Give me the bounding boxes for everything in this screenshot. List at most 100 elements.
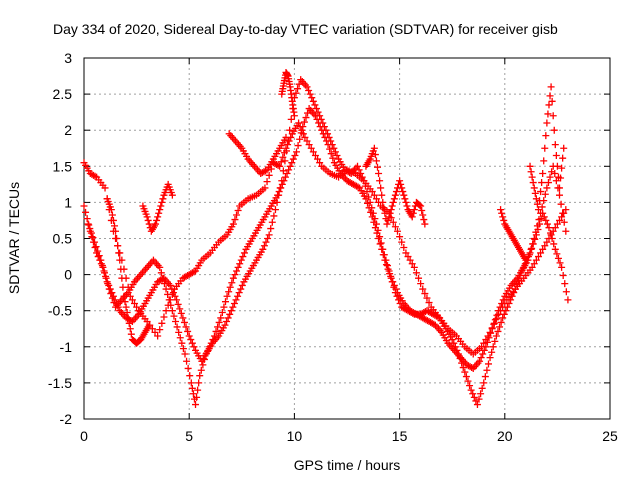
data-point <box>543 220 551 228</box>
data-point <box>84 220 92 228</box>
data-point <box>398 184 406 192</box>
data-point <box>496 303 504 311</box>
data-point <box>283 170 291 178</box>
data-point <box>392 285 400 293</box>
data-point <box>322 137 330 145</box>
data-point <box>168 285 176 293</box>
data-point <box>305 86 313 94</box>
data-point <box>302 114 310 122</box>
data-point <box>505 299 513 307</box>
data-point <box>179 314 187 322</box>
data-point <box>311 151 319 159</box>
data-point <box>154 332 162 340</box>
data-point <box>396 233 404 241</box>
data-point <box>199 361 207 369</box>
data-point <box>477 390 485 398</box>
data-point <box>530 260 538 268</box>
data-point <box>481 373 489 381</box>
data-point <box>486 354 494 362</box>
data-point <box>499 296 507 304</box>
data-point <box>154 213 162 221</box>
data-point <box>234 292 242 300</box>
data-point <box>329 154 337 162</box>
y-tick-label: 2.5 <box>53 86 73 102</box>
data-point <box>385 213 393 221</box>
data-point <box>364 199 372 207</box>
data-point <box>170 312 178 320</box>
data-point <box>124 314 132 322</box>
data-point <box>365 204 373 212</box>
data-point <box>461 368 469 376</box>
data-point <box>488 325 496 333</box>
data-point <box>159 195 167 203</box>
data-point <box>346 169 354 177</box>
data-point <box>227 307 235 315</box>
data-point <box>491 316 499 324</box>
data-point <box>355 166 363 174</box>
data-point <box>375 170 383 178</box>
data-point <box>543 238 551 246</box>
data-point <box>421 290 429 298</box>
data-point <box>182 323 190 331</box>
data-point <box>529 179 537 187</box>
data-point <box>528 173 536 181</box>
data-point <box>557 200 565 208</box>
data-point <box>101 184 109 192</box>
data-point <box>237 285 245 293</box>
data-point <box>503 303 511 311</box>
data-point <box>327 150 335 158</box>
data-point <box>83 215 91 223</box>
data-point <box>120 292 128 300</box>
data-point <box>233 267 241 275</box>
data-point <box>420 216 428 224</box>
data-point <box>98 262 106 270</box>
data-point <box>386 270 394 278</box>
data-point <box>177 309 185 317</box>
data-point <box>477 354 485 362</box>
data-point <box>552 177 560 185</box>
data-point <box>531 235 539 243</box>
data-point <box>265 231 273 239</box>
data-point <box>277 158 285 166</box>
series-segment-e <box>139 180 176 235</box>
data-point <box>410 206 418 214</box>
data-point <box>400 244 408 252</box>
data-point <box>123 309 131 317</box>
data-point <box>190 343 198 351</box>
data-point <box>195 379 203 387</box>
data-point <box>95 252 103 260</box>
data-point <box>160 313 168 321</box>
data-point <box>558 213 566 221</box>
data-point <box>480 379 488 387</box>
data-point <box>478 384 486 392</box>
data-point <box>476 357 484 365</box>
data-point <box>423 294 431 302</box>
data-point <box>237 256 245 264</box>
data-point <box>527 168 535 176</box>
data-point <box>381 256 389 264</box>
data-point <box>165 296 173 304</box>
data-point <box>283 147 291 155</box>
y-tick-label: -2 <box>60 411 73 427</box>
data-point <box>487 329 495 337</box>
data-points <box>80 68 572 409</box>
series-segment-f <box>225 130 290 178</box>
data-point <box>410 263 418 271</box>
data-point <box>526 162 534 170</box>
data-point <box>549 112 557 120</box>
data-point <box>499 314 507 322</box>
data-point <box>197 366 205 374</box>
data-point <box>358 173 366 181</box>
data-point <box>382 261 390 269</box>
data-point <box>393 227 401 235</box>
data-point <box>86 225 94 233</box>
data-point <box>551 224 559 232</box>
data-point <box>294 85 302 93</box>
data-point <box>319 130 327 138</box>
data-point <box>186 372 194 380</box>
data-point <box>92 243 100 251</box>
data-point <box>274 191 282 199</box>
data-point <box>176 305 184 313</box>
data-point <box>551 141 559 149</box>
data-point <box>168 191 176 199</box>
